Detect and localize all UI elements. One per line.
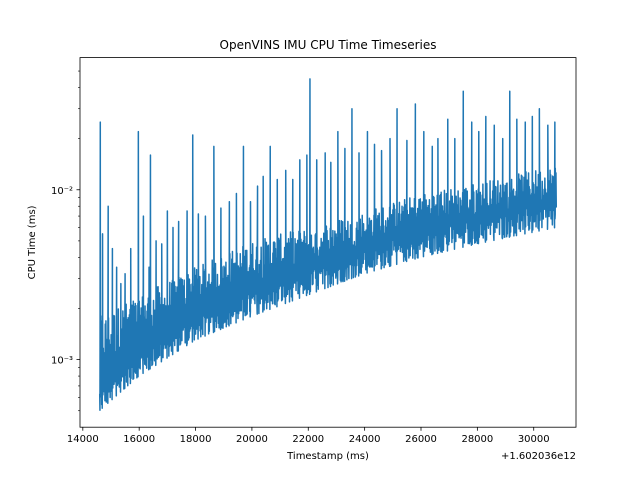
x-tick-label: 16000: [123, 434, 155, 445]
x-tick-label: 24000: [349, 434, 381, 445]
chart-title: OpenVINS IMU CPU Time Timeseries: [220, 38, 437, 52]
y-tick-label: 10⁻²: [51, 186, 73, 197]
x-tick-label: 14000: [67, 434, 99, 445]
x-tick-label: 28000: [461, 434, 493, 445]
plot-frame: [79, 57, 577, 428]
x-tick-label: 30000: [518, 434, 550, 445]
data-layer: [98, 78, 558, 411]
x-axis-offset-label: +1.602036e12: [501, 451, 576, 462]
series-line: [98, 78, 558, 411]
y-tick-label: 10⁻³: [51, 356, 73, 367]
x-tick-label: 26000: [405, 434, 437, 445]
x-tick-label: 20000: [236, 434, 268, 445]
x-axis-label: Timestamp (ms): [286, 451, 369, 462]
x-tick-label: 22000: [292, 434, 324, 445]
y-axis: 10⁻³ 10⁻²: [51, 70, 80, 412]
x-tick-label: 18000: [180, 434, 212, 445]
x-axis: 14000 16000 18000 20000 22000 24000 26000 28000…: [67, 427, 550, 445]
y-axis-label: CPU Time (ms): [27, 205, 38, 279]
